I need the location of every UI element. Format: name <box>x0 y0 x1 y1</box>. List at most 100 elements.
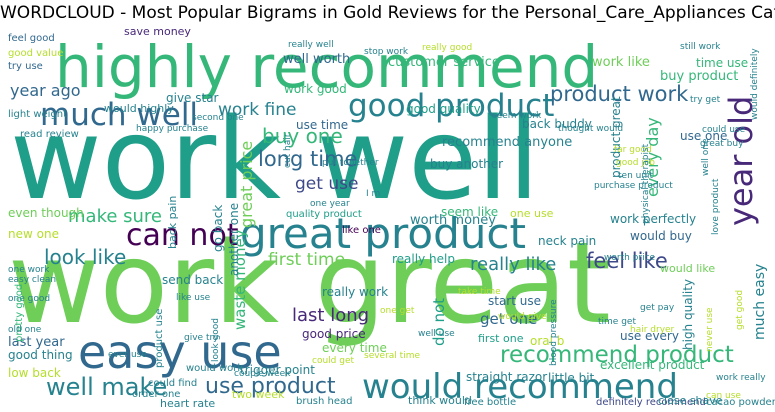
word-get-pay: get pay <box>640 303 675 313</box>
word-old-one: old one <box>8 325 42 335</box>
word-heart-rate: heart rate <box>160 397 215 410</box>
word-one-year: one year <box>310 199 350 209</box>
word-ever-use: ever use <box>108 350 147 360</box>
word-worth-money: worth money <box>410 213 496 228</box>
word-work-great: work great <box>8 219 611 349</box>
word-back-pain: back pain <box>166 196 179 249</box>
word-well-worth: well worth <box>283 52 350 67</box>
word-close-shave: close shave <box>658 394 723 407</box>
word-really-work: really work <box>322 285 388 299</box>
word-light-weight: light weight <box>8 109 67 120</box>
word-much-well: much well <box>40 97 198 133</box>
word-give-try: give try <box>184 333 219 343</box>
word-use-every: use every <box>620 329 679 343</box>
word-customer-service: customer service <box>388 55 500 70</box>
word-take-time: take time <box>458 287 501 297</box>
word-hair-dryer: hair dryer <box>630 325 675 335</box>
word-really-well: really well <box>288 40 334 50</box>
word-like-one: like one <box>342 225 381 236</box>
word-time-use: time use <box>696 56 748 70</box>
word-one-work: one work <box>8 265 50 275</box>
word-would-definitely: would definitely <box>750 48 760 120</box>
word-new-one: new one <box>8 227 59 241</box>
word-good-price: good price <box>302 327 366 341</box>
word-blood-pressure: blood pressure <box>549 299 559 366</box>
word-trigger-point: trigger point <box>240 363 315 377</box>
word-go-back: go back <box>211 205 225 252</box>
word-really-like: really like <box>470 254 556 275</box>
word-great-price: great price <box>237 141 256 228</box>
word-another-one: another one <box>227 203 241 276</box>
word-last-long: last long <box>292 305 369 326</box>
word-feel-good: feel good <box>8 33 55 44</box>
word-like-use: like use <box>176 293 211 303</box>
word-easy-use: easy use <box>78 325 282 379</box>
word-much-easy: much easy <box>752 264 768 340</box>
word-couple-week: couple week <box>234 369 291 379</box>
word-try-get: try get <box>690 95 721 105</box>
word-back-buddy: back buddy <box>522 117 592 131</box>
word-would-like: would like <box>660 262 715 275</box>
word-good-quality: good quality <box>406 102 481 116</box>
word-pretty-good: pretty good <box>14 284 25 342</box>
word-love-product: love product <box>711 178 721 235</box>
word-could-get: could get <box>312 356 354 366</box>
word-seem-work: seem work <box>492 111 542 121</box>
word-good-thing: good thing <box>8 348 73 362</box>
word-even-though: even though <box>8 206 84 220</box>
word-little-bit: little bit <box>548 371 595 385</box>
word-would-work: would work <box>186 363 243 374</box>
word-definitely-recommend: definitely recommend <box>596 397 706 408</box>
word-would-recommend: would recommend <box>362 367 678 407</box>
word-work-really: work really <box>716 373 766 383</box>
word-could-use: could use <box>702 125 746 135</box>
word-well-make: well make <box>46 373 167 401</box>
word-start-use: start use <box>488 294 541 308</box>
word-thought-would: thought would <box>558 124 623 134</box>
word-free-bottle: free bottle <box>464 397 516 408</box>
word-recommend-product: recommend product <box>500 342 734 368</box>
word-work-well: work well <box>10 95 539 225</box>
word-every-day: every day <box>643 117 662 197</box>
word-make-sure: make sure <box>68 206 162 227</box>
word-easy-clean: easy clean <box>8 275 56 285</box>
word-long-time: long time <box>258 147 357 171</box>
word-one-good: one good <box>8 294 50 304</box>
word-cacao-powder: cacao powder <box>706 397 775 408</box>
word-give-star: give star <box>166 91 219 105</box>
word-use-time: use time <box>296 118 348 132</box>
word-use-product: use product <box>205 374 336 399</box>
word-great-buy: great buy <box>700 139 744 149</box>
word-cut-hair: cut hair <box>283 133 293 168</box>
word-waste-money: waste money <box>231 229 249 330</box>
word-year-ago: year ago <box>10 81 81 100</box>
word-order-one: order one <box>132 389 180 400</box>
word-quality-product: quality product <box>286 209 362 220</box>
word-get-good: get good <box>735 290 745 330</box>
word-work-fine: work fine <box>218 100 296 120</box>
word-high-quality: high quality <box>681 279 695 350</box>
word-several-time: several time <box>364 351 420 361</box>
word-product-work: product work <box>550 82 689 106</box>
word-excellent-product: excellent product <box>600 358 705 372</box>
word-do-not: do not <box>430 298 448 346</box>
word-look-like: look like <box>44 245 126 269</box>
word-time-get: time get <box>598 317 636 327</box>
word-try-use: try use <box>8 61 43 72</box>
word-can-not: can not <box>126 218 239 253</box>
word-neck-pain: neck pain <box>538 234 596 248</box>
word-can-use: can use <box>706 391 741 401</box>
word-straight-razor: straight razor <box>466 370 547 384</box>
word-brush-head: brush head <box>296 396 353 407</box>
word-put-together: put together <box>322 158 379 168</box>
word-every-time: every time <box>322 341 387 355</box>
word-great-product: great product <box>240 209 526 258</box>
word-buy-another: buy another <box>430 157 503 171</box>
word-send-back: send back <box>162 273 223 287</box>
word-highly-recommend: highly recommend <box>55 33 598 101</box>
word-work-like: work like <box>592 55 650 70</box>
word-low-back: low back <box>8 366 61 380</box>
word-would-give: would give <box>498 312 547 322</box>
word-think-would: think would <box>408 394 472 407</box>
